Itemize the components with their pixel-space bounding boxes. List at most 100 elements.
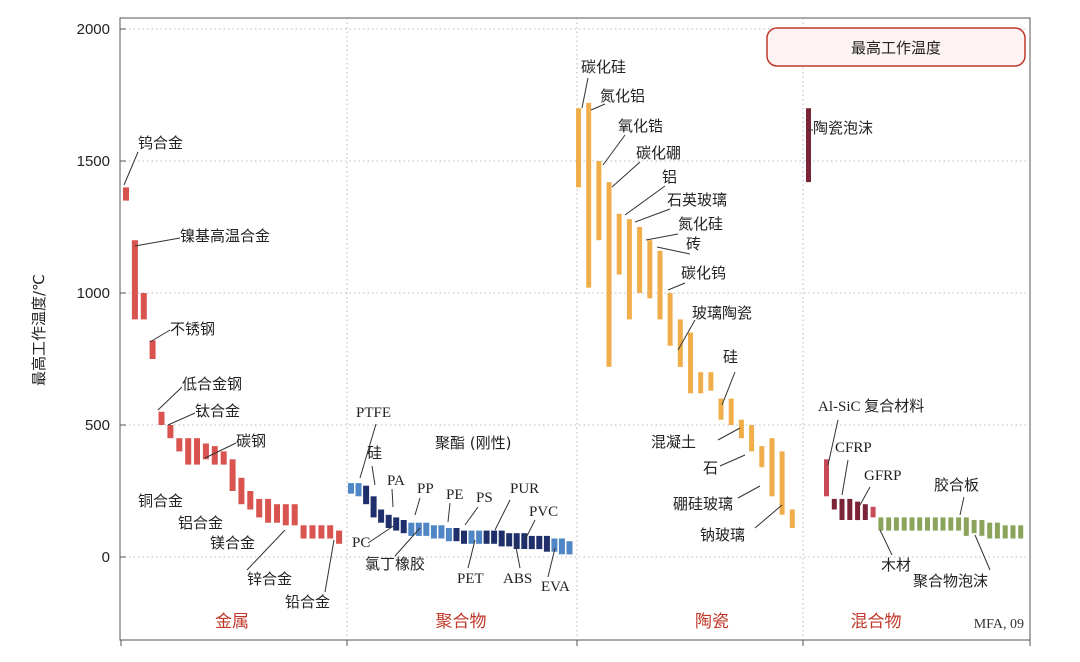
category-label-hybrid: 混合物: [851, 612, 902, 632]
range-bar-metal: [274, 504, 280, 523]
range-bar-polymer: [355, 483, 362, 497]
annotation-leader: [367, 524, 396, 544]
range-bar-polymer: [461, 530, 467, 544]
range-bar-polymer: [551, 538, 558, 552]
range-bar-metal: [185, 438, 192, 465]
range-bar-hybrid: [806, 108, 811, 183]
annotation-leader: [645, 233, 679, 241]
range-bar-polymer: [385, 514, 392, 528]
range-bar-metal: [176, 438, 183, 452]
range-bar-metal: [300, 525, 307, 539]
annotation-label: 氮化硅: [678, 215, 723, 233]
range-bar-hybrid: [987, 522, 993, 539]
annotation-leader: [134, 237, 181, 247]
range-bar-polymer: [543, 535, 550, 552]
range-bars: [123, 102, 1024, 555]
range-bar-ceramic: [749, 425, 755, 452]
range-bar-ceramic: [698, 372, 704, 394]
range-bar-hybrid: [971, 520, 977, 534]
y-axis: 0 500 1000 1500 2000: [77, 21, 126, 566]
range-bar-metal: [149, 340, 156, 359]
annotation-leader: [859, 486, 871, 506]
annotation-leader: [167, 412, 196, 426]
annotation-leader: [246, 529, 286, 571]
annotation-leader: [464, 506, 479, 526]
annotation-label: 钛合金: [195, 402, 240, 420]
range-bar-polymer: [423, 522, 430, 536]
annotation-leader: [514, 541, 521, 569]
range-bar-polymer: [400, 520, 407, 534]
range-bar-ceramic: [667, 293, 673, 346]
range-bar-hybrid: [940, 517, 946, 531]
annotation-label: PTFE: [356, 405, 391, 421]
range-bar-hybrid: [956, 517, 962, 531]
annotation-label: 氯丁橡胶: [365, 555, 425, 573]
annotation-leader: [754, 504, 783, 529]
range-bar-ceramic: [647, 240, 653, 299]
range-bar-polymer: [476, 530, 483, 544]
category-label-polymer: 聚合物: [436, 612, 487, 632]
range-bar-metal: [336, 530, 343, 544]
range-bar-hybrid: [839, 498, 845, 520]
annotation-label: Al-SiC 复合材料: [818, 397, 924, 415]
range-bar-polymer: [491, 530, 498, 544]
annotation-label: 木材: [881, 556, 911, 574]
range-bar-ceramic: [677, 319, 683, 367]
range-bar-polymer: [558, 538, 565, 555]
range-bar-metal: [282, 504, 289, 526]
annotation-label: 碳化硅: [581, 58, 626, 76]
range-bar-hybrid: [893, 517, 899, 531]
range-bar-polymer: [513, 533, 520, 549]
range-bar-ceramic: [616, 213, 622, 275]
category-labels: 金属 聚合物 陶瓷 混合物: [215, 612, 902, 632]
range-bar-hybrid: [925, 517, 930, 531]
annotation-label: 砖: [686, 235, 701, 253]
annotation-label: 钠玻璃: [700, 526, 745, 544]
annotation-label: CFRP: [835, 440, 872, 456]
range-bar-hybrid: [870, 506, 876, 518]
y-tick-label: 1000: [77, 285, 110, 302]
annotation-label: 聚酯 (刚性): [435, 434, 511, 452]
range-bar-ceramic: [769, 438, 775, 497]
range-bar-ceramic: [688, 332, 693, 394]
annotation-label: 铅合金: [285, 593, 330, 611]
range-bar-metal: [318, 525, 325, 539]
range-bar-polymer: [408, 522, 415, 536]
annotation-label: 混凝土: [651, 433, 696, 451]
annotation-label: 钨合金: [138, 134, 183, 152]
annotation-leader: [157, 386, 183, 411]
range-bar-hybrid: [886, 517, 892, 531]
range-bar-metal: [238, 477, 245, 505]
annotation-label: 陶瓷泡沫: [813, 119, 873, 137]
annotation-label: ABS: [503, 571, 532, 587]
annotation-label: PET: [457, 571, 484, 587]
annotation-leader: [359, 423, 377, 479]
annotation-leader: [656, 246, 691, 255]
range-bar-hybrid: [1010, 525, 1016, 539]
legend-title: 最高工作温度: [851, 39, 941, 57]
range-bar-hybrid: [862, 504, 868, 520]
range-bar-polymer: [498, 530, 505, 547]
annotation-label: 玻璃陶瓷: [692, 304, 752, 322]
annotation-leader: [394, 527, 421, 557]
annotation-label: EVA: [541, 579, 570, 595]
annotation-leader: [841, 459, 849, 496]
annotation-label: PUR: [510, 481, 539, 497]
range-bar-metal: [131, 240, 138, 320]
range-bar-metal: [309, 525, 316, 539]
annotation-label: 硼硅玻璃: [673, 495, 733, 513]
range-bar-hybrid: [878, 517, 884, 531]
range-bar-metal: [194, 438, 200, 465]
range-bar-hybrid: [932, 517, 938, 531]
range-bar-polymer: [445, 528, 452, 542]
annotation-leader: [677, 319, 696, 351]
range-bar-polymer: [348, 483, 354, 494]
range-bar-hybrid: [901, 517, 907, 531]
annotation-leader: [974, 534, 991, 571]
y-tick-label: 500: [85, 417, 110, 434]
range-bar-polymer: [528, 535, 535, 550]
range-bar-metal: [167, 425, 174, 439]
range-bar-metal: [229, 459, 236, 491]
annotation-leader: [611, 161, 641, 188]
